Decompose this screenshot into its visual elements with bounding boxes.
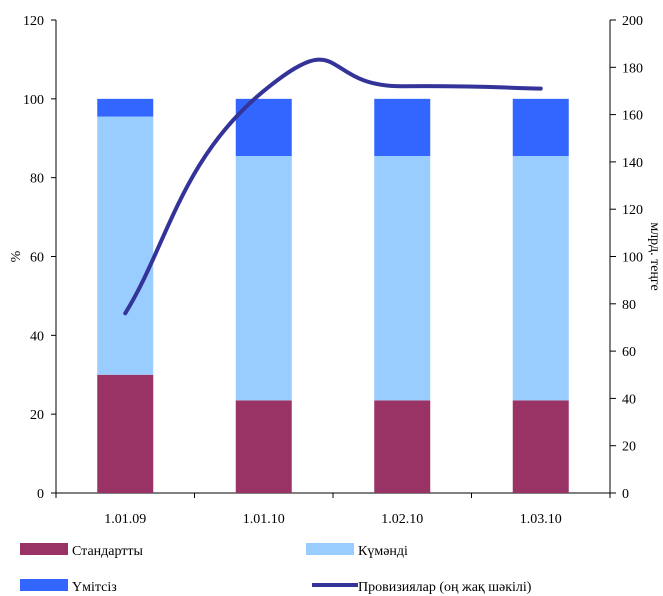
bar-segment [512,98,569,156]
x-tick-label: 1.01.09 [104,512,146,527]
y-tick-label: 100 [23,93,44,108]
legend-label: Күмәнді [358,544,408,559]
bar-segment [97,98,154,117]
ticks: 0 20 40 60 80 100 120 0 20 40 60 80 100 120 140 160 180 2… [23,14,643,527]
line-provisions [123,57,543,316]
y2-tick-label: 180 [622,61,643,76]
legend-item: Күмәнді [306,543,408,559]
x-tick-label: 1.03.10 [520,512,562,527]
y2-tick-label: 100 [622,251,643,266]
legend-item: Провизиялар (оң жақ шәкілі) [312,580,532,595]
y2-tick-label: 40 [622,392,636,407]
y2-tick-label: 120 [622,203,643,218]
x-tick-label: 1.02.10 [381,512,423,527]
bar-segment [512,155,569,401]
line-series [123,57,543,316]
y-tick-label: 20 [30,408,44,423]
legend: Стандартты Күмәнді Үмітсіз Провизиялар (оң … [20,543,532,595]
y-axis-label: % [9,250,24,262]
bar-segment [235,155,292,401]
bar-segment [97,116,154,375]
legend-swatch [20,579,68,591]
bar-segment [235,400,292,493]
y2-axis-label: млрд. теңге [647,222,662,290]
y2-tick-label: 0 [622,487,629,502]
bar-segment [374,400,431,493]
y2-tick-label: 60 [622,345,636,360]
legend-swatch [20,543,68,555]
y2-tick-label: 20 [622,440,636,455]
y-tick-label: 80 [30,172,44,187]
legend-swatch [306,543,354,555]
y2-tick-label: 200 [622,14,643,29]
bar-segment [97,374,154,493]
legend-label: Үмітсіз [72,580,117,595]
y2-tick-label: 140 [622,156,643,171]
bars [97,98,569,493]
x-tick-label: 1.01.10 [243,512,285,527]
y2-tick-label: 160 [622,109,643,124]
y-tick-label: 0 [37,487,44,502]
bar-segment [374,155,431,401]
legend-label: Стандартты [72,544,144,559]
bar-segment [512,400,569,493]
legend-item: Стандартты [20,543,144,559]
y2-tick-label: 80 [622,298,636,313]
legend-label: Провизиялар (оң жақ шәкілі) [358,580,532,595]
y-tick-label: 120 [23,14,44,29]
y-tick-label: 40 [30,329,44,344]
legend-item: Үмітсіз [20,579,117,595]
y-tick-label: 60 [30,251,44,266]
bar-segment [374,98,431,156]
